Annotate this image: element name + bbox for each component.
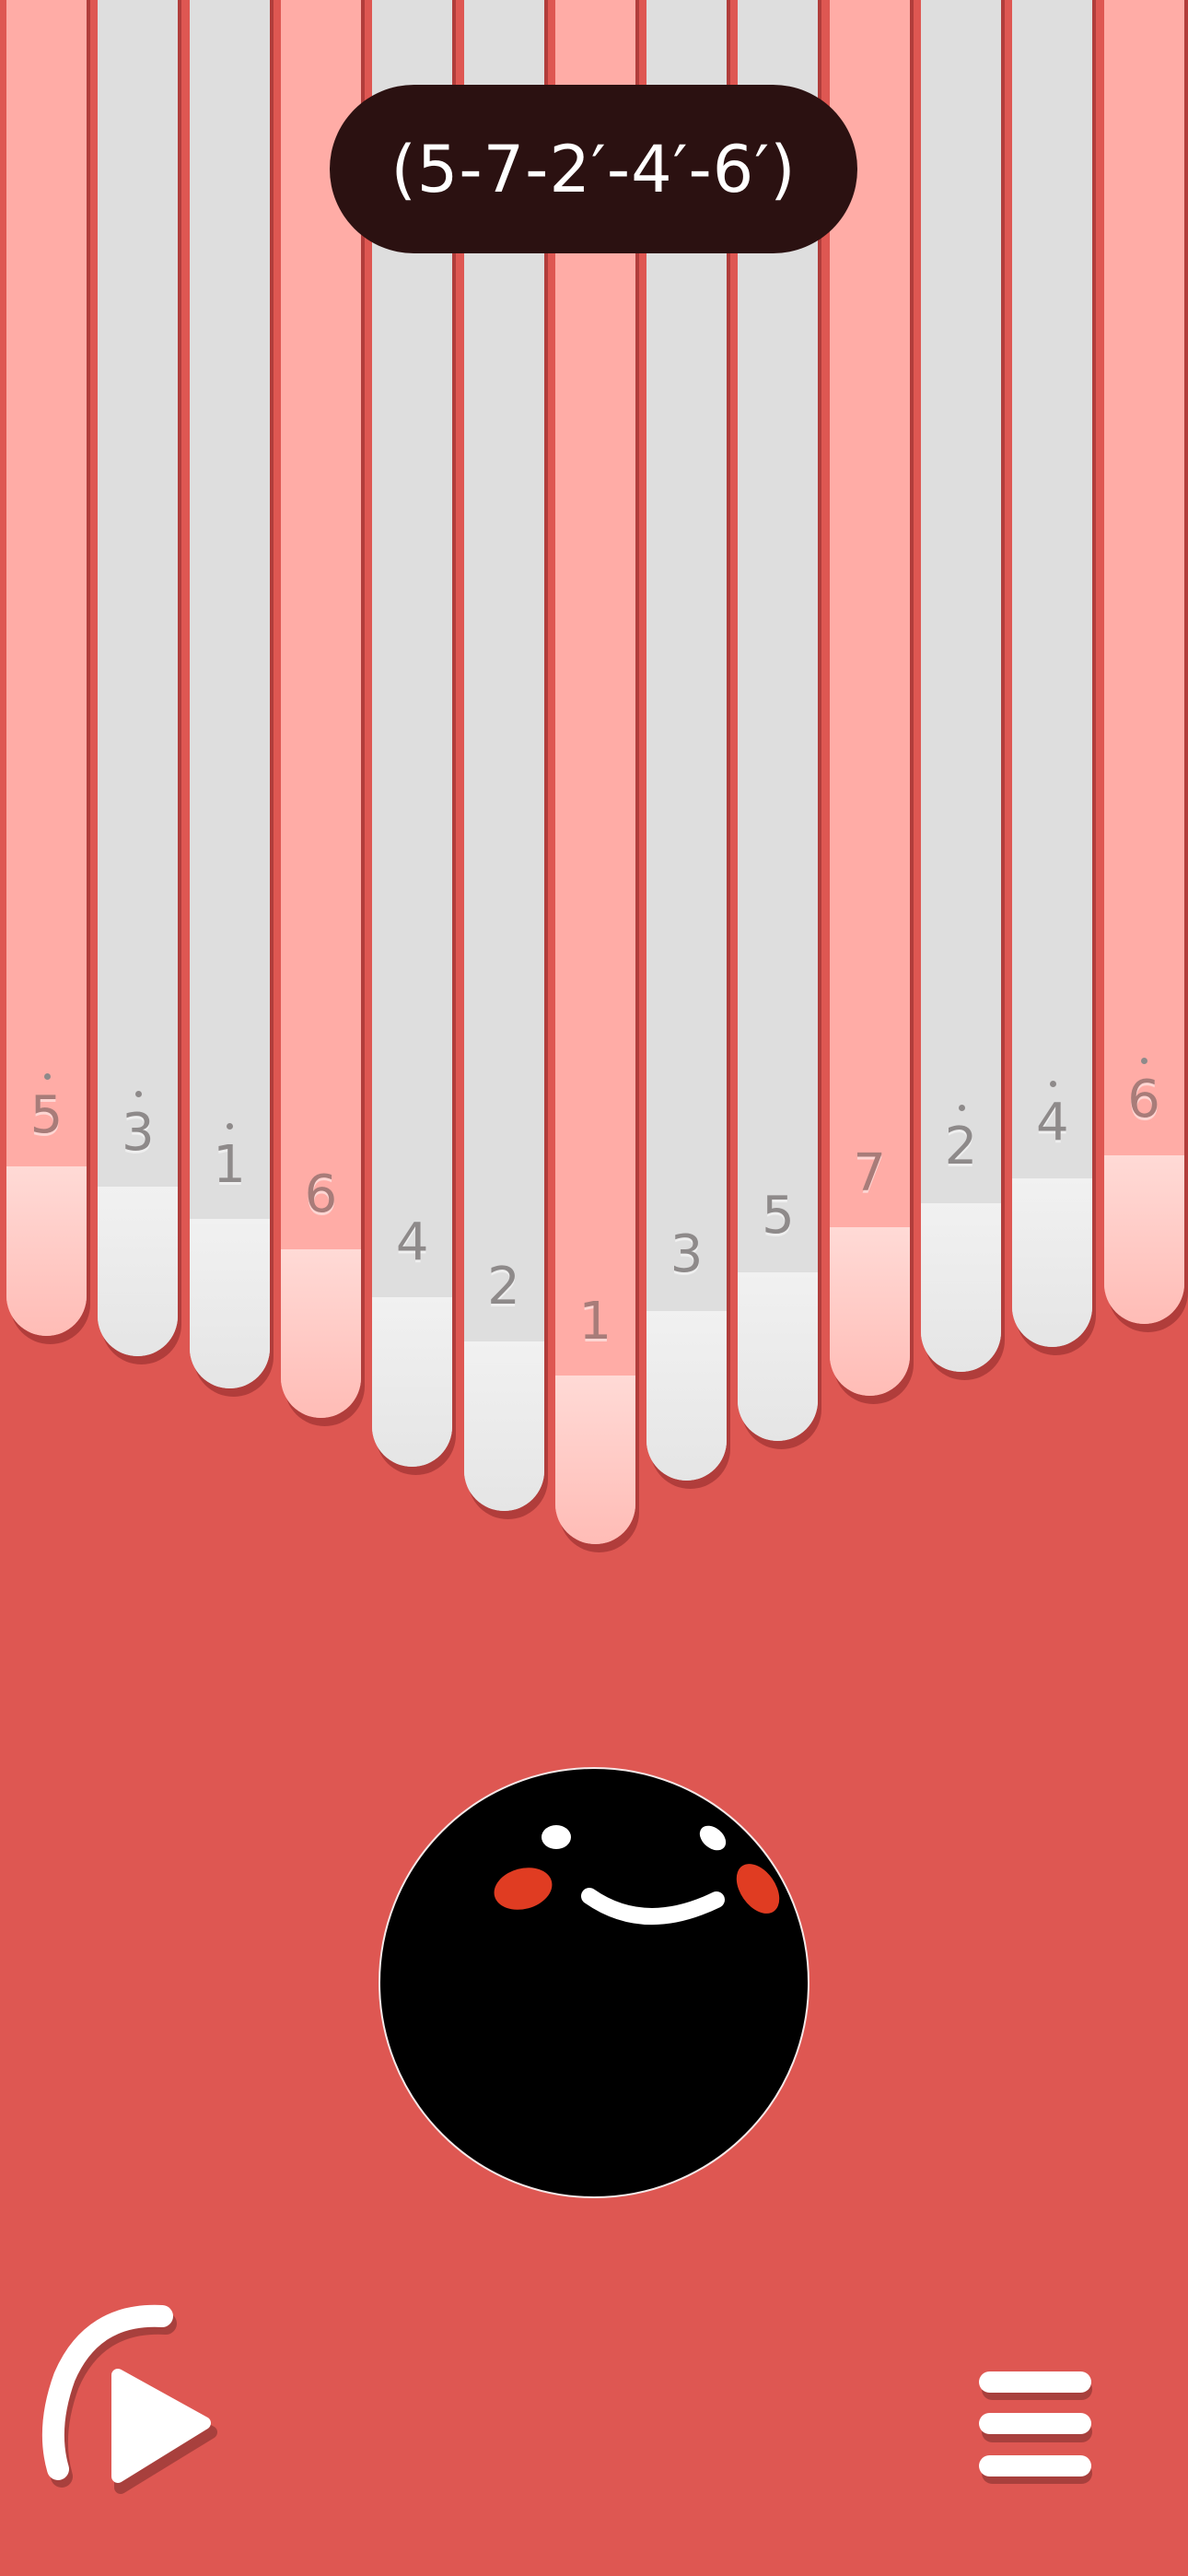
kalimba-key-1[interactable]: 5: [6, 0, 87, 1336]
mascot-right-eye: [699, 1825, 727, 1851]
key-lower-section: [646, 1311, 728, 1481]
menu-button[interactable]: [967, 2359, 1105, 2497]
kalimba-key-2[interactable]: 3: [98, 0, 179, 1356]
key-lower-section: [98, 1187, 179, 1356]
kalimba-key-11[interactable]: 2: [921, 0, 1001, 1372]
kalimba-key-13[interactable]: 6: [1103, 0, 1184, 1324]
octave-dot: [227, 1123, 234, 1130]
key-note-label: 1: [213, 1135, 246, 1195]
play-icon: [111, 2369, 211, 2483]
chord-hint-pill: (5-7-2′-4′-6′): [330, 85, 857, 253]
key-note-label: 5: [29, 1085, 64, 1145]
key-lower-section: [372, 1297, 453, 1467]
key-note-label: 7: [853, 1143, 886, 1203]
key-note-label: 3: [670, 1224, 704, 1284]
octave-dot: [1049, 1081, 1056, 1087]
key-note-label: 3: [121, 1103, 155, 1163]
replay-play-button[interactable]: [0, 2276, 239, 2515]
octave-dot: [958, 1105, 965, 1111]
kalimba-key-10[interactable]: 7: [829, 0, 910, 1396]
hamburger-menu-icon: [979, 2371, 1091, 2476]
key-lower-section: [829, 1227, 910, 1396]
mascot-smile: [581, 1888, 725, 1926]
key-note-label: 5: [762, 1186, 795, 1246]
mascot-right-cheek: [736, 1864, 780, 1914]
octave-dot: [134, 1091, 142, 1097]
key-lower-section: [189, 1219, 270, 1388]
key-note-label: 6: [304, 1165, 338, 1224]
kalimba-key-4[interactable]: 6: [280, 0, 361, 1418]
key-lower-section: [1012, 1178, 1093, 1347]
key-note-label: 1: [578, 1292, 612, 1352]
key-note-label: 2: [944, 1117, 978, 1177]
key-lower-section: [554, 1376, 635, 1544]
key-note-label: 6: [1127, 1070, 1160, 1130]
key-note-label: 4: [395, 1212, 429, 1272]
chord-hint-text: (5-7-2′-4′-6′): [390, 131, 797, 207]
octave-dot: [1141, 1058, 1148, 1064]
kalimba-key-3[interactable]: 1: [189, 0, 270, 1388]
key-lower-section: [6, 1166, 87, 1336]
mascot-left-eye: [542, 1825, 571, 1849]
key-lower-section: [738, 1272, 819, 1441]
mascot-body[interactable]: [379, 1767, 809, 2198]
key-lower-section: [280, 1249, 361, 1418]
key-lower-section: [1103, 1155, 1184, 1324]
mascot-left-cheek: [494, 1868, 553, 1910]
octave-dot: [43, 1073, 51, 1080]
replay-arc-icon: [41, 2304, 173, 2480]
kalimba-key-7[interactable]: 1: [554, 0, 635, 1544]
key-note-label: 2: [487, 1257, 520, 1317]
kalimba-key-12[interactable]: 4: [1012, 0, 1093, 1347]
key-lower-section: [463, 1341, 544, 1511]
key-note-label: 4: [1035, 1093, 1069, 1153]
key-lower-section: [921, 1203, 1001, 1372]
